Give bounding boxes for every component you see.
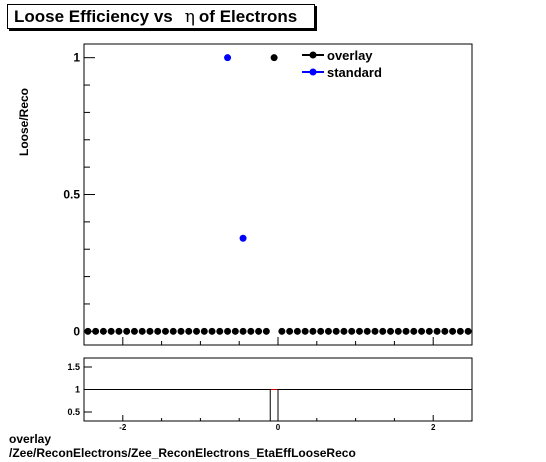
data-point-overlay bbox=[177, 327, 185, 335]
y-tick-label: 1 bbox=[73, 51, 80, 65]
ratio-y-tick-label: 1.5 bbox=[67, 362, 80, 372]
data-point-overlay bbox=[247, 327, 255, 335]
legend-label-overlay: overlay bbox=[327, 48, 373, 63]
ratio-x-tick-label: 0 bbox=[276, 423, 281, 432]
data-point-overlay bbox=[231, 327, 239, 335]
data-point-overlay bbox=[355, 327, 363, 335]
data-point-overlay bbox=[138, 327, 146, 335]
data-point-overlay bbox=[286, 327, 294, 335]
data-point-overlay bbox=[115, 327, 123, 335]
data-point-overlay bbox=[193, 327, 201, 335]
data-point-overlay bbox=[208, 327, 216, 335]
ratio-y-tick-label: 1 bbox=[75, 385, 80, 395]
data-point-overlay bbox=[92, 327, 100, 335]
data-point-overlay bbox=[340, 327, 348, 335]
data-point-overlay bbox=[224, 327, 232, 335]
y-tick-label: 0.5 bbox=[63, 188, 80, 202]
data-point-overlay bbox=[418, 327, 426, 335]
data-point-standard bbox=[224, 54, 232, 62]
data-point-overlay bbox=[402, 327, 410, 335]
data-point-overlay bbox=[317, 327, 325, 335]
title-prefix: Loose Efficiency vs bbox=[14, 7, 173, 26]
ratio-step-line bbox=[84, 389, 472, 422]
data-point-overlay bbox=[410, 327, 418, 335]
data-point-overlay bbox=[123, 327, 131, 335]
top-plot-frame bbox=[83, 43, 473, 346]
ratio-x-tick-label: -2 bbox=[119, 423, 127, 432]
data-point-overlay bbox=[255, 327, 263, 335]
data-point-overlay bbox=[200, 327, 208, 335]
data-point-overlay bbox=[425, 327, 433, 335]
data-point-overlay bbox=[348, 327, 356, 335]
data-point-overlay bbox=[154, 327, 162, 335]
data-point-overlay bbox=[161, 327, 169, 335]
data-point-standard bbox=[239, 234, 247, 242]
data-point-overlay bbox=[394, 327, 402, 335]
data-point-overlay bbox=[456, 327, 464, 335]
data-point-overlay bbox=[99, 327, 107, 335]
ratio-y-tick-label: 0.5 bbox=[67, 407, 80, 417]
data-point-overlay bbox=[464, 327, 472, 335]
data-point-overlay bbox=[293, 327, 301, 335]
data-point-overlay bbox=[130, 327, 138, 335]
legend-marker-overlay bbox=[309, 51, 317, 59]
footer-path: /Zee/ReconElectrons/Zee_ReconElectrons_E… bbox=[9, 446, 356, 460]
ratio-x-tick-label: 2 bbox=[431, 423, 436, 432]
y-tick-label: 0 bbox=[73, 324, 80, 338]
data-point-overlay bbox=[433, 327, 441, 335]
data-point-overlay bbox=[262, 327, 270, 335]
title-box: Loose Efficiency vs η of Electrons bbox=[7, 4, 315, 29]
series-overlay bbox=[84, 54, 472, 335]
data-point-overlay bbox=[301, 327, 309, 335]
data-point-overlay bbox=[441, 327, 449, 335]
data-point-overlay bbox=[146, 327, 154, 335]
data-point-overlay bbox=[449, 327, 457, 335]
data-point-overlay bbox=[379, 327, 387, 335]
data-point-overlay bbox=[309, 327, 317, 335]
legend-label-standard: standard bbox=[327, 65, 382, 80]
data-point-overlay bbox=[169, 327, 177, 335]
data-point-overlay bbox=[270, 54, 278, 62]
data-point-overlay bbox=[332, 327, 340, 335]
data-point-overlay bbox=[84, 327, 92, 335]
data-point-overlay bbox=[185, 327, 193, 335]
data-point-overlay bbox=[387, 327, 395, 335]
data-point-overlay bbox=[324, 327, 332, 335]
chart-title: Loose Efficiency vs η of Electrons bbox=[14, 7, 297, 27]
title-suffix: of Electrons bbox=[198, 7, 298, 26]
data-point-overlay bbox=[371, 327, 379, 335]
data-point-overlay bbox=[107, 327, 115, 335]
data-point-overlay bbox=[278, 327, 286, 335]
data-point-overlay bbox=[239, 327, 247, 335]
series-standard bbox=[224, 54, 247, 242]
eta-symbol: η bbox=[184, 7, 195, 27]
data-point-overlay bbox=[363, 327, 371, 335]
footer-label: overlay bbox=[9, 432, 52, 446]
data-point-overlay bbox=[216, 327, 224, 335]
legend-marker-standard bbox=[309, 68, 317, 76]
